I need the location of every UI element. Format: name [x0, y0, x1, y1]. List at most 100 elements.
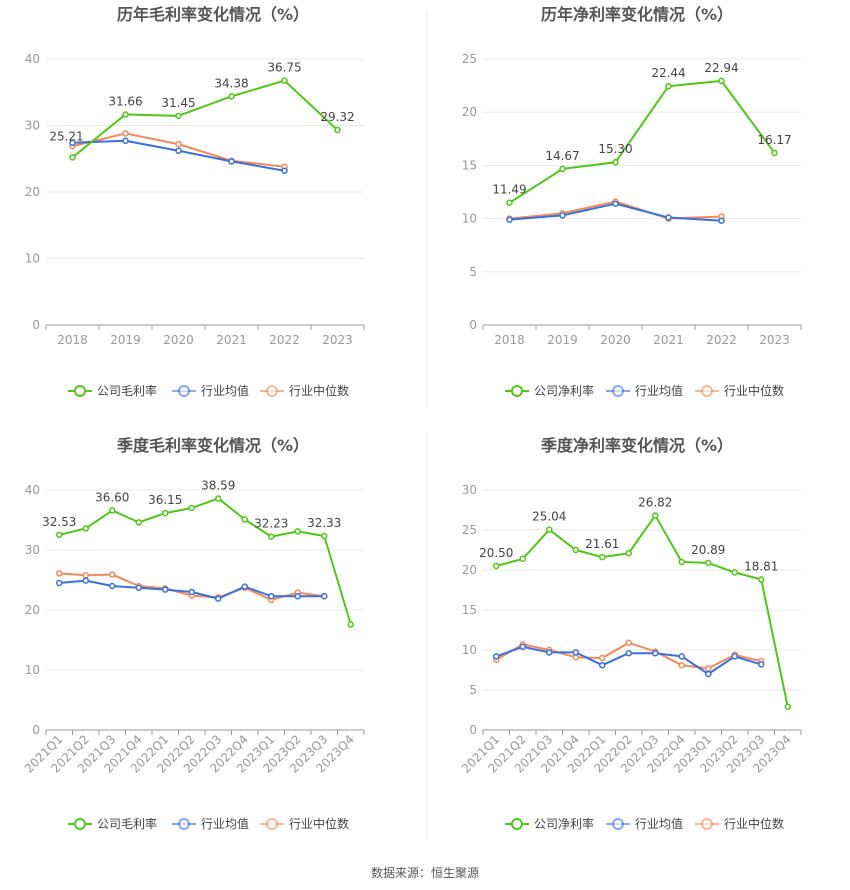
data-point-average [493, 653, 500, 660]
x-tick-label: 2018 [57, 333, 88, 347]
data-point-company [215, 495, 222, 502]
data-point-company [612, 158, 619, 166]
x-tick-label: 2019 [110, 333, 141, 347]
y-tick-label: 0 [469, 318, 477, 332]
data-label: 16.17 [757, 133, 791, 147]
y-tick-label: 0 [32, 318, 40, 332]
data-point-average [175, 147, 182, 155]
y-tick-label: 20 [462, 563, 477, 577]
data-point-company [294, 528, 301, 535]
y-tick-label: 30 [462, 483, 477, 497]
data-point-average [758, 661, 765, 668]
data-point-average [718, 217, 725, 224]
data-point-company [228, 93, 235, 100]
data-point-average [162, 586, 169, 593]
legend-item-company: 公司毛利率 [68, 383, 157, 398]
legend-item-average: 行业均值 [172, 816, 249, 831]
legend-item-median: 行业中位数 [260, 383, 349, 398]
x-tick-label: 2023 [322, 333, 353, 347]
x-tick-label: 2022 [269, 333, 300, 347]
y-tick-label: 40 [25, 483, 40, 497]
y-tick-label: 10 [462, 212, 477, 226]
data-point-average [506, 216, 513, 223]
data-label: 32.23 [254, 517, 288, 531]
y-tick-label: 20 [25, 185, 40, 199]
x-tick-label: 2021 [216, 333, 247, 347]
y-tick-label: 40 [25, 52, 40, 66]
data-point-average [294, 592, 301, 600]
data-label: 32.33 [307, 516, 341, 530]
series-line-company [495, 514, 789, 708]
data-point-company [69, 154, 76, 161]
legend-swatch-marker [74, 818, 86, 830]
data-point-company [665, 82, 672, 90]
legend-item-company: 公司净利率 [505, 383, 594, 398]
data-point-average [731, 653, 738, 660]
y-tick-label: 15 [462, 158, 477, 172]
data-point-company [56, 531, 63, 539]
data-point-average [241, 583, 248, 590]
legend-swatch-marker [511, 818, 523, 830]
data-source-note: 数据来源：恒生聚源 [0, 864, 850, 881]
data-point-company [188, 504, 195, 512]
data-point-company [268, 533, 275, 540]
data-point-company [493, 562, 500, 570]
x-tick-label: 2021 [653, 333, 684, 347]
legend-swatch-marker [612, 385, 624, 397]
series-line-company [59, 497, 352, 625]
y-tick-label: 10 [25, 663, 40, 677]
chart-title: 季度毛利率变化情况（%） [116, 436, 309, 455]
data-point-average [625, 649, 632, 657]
data-point-company [109, 507, 116, 514]
legend-item-company: 公司毛利率 [68, 816, 157, 831]
data-point-average [82, 577, 89, 584]
data-label: 25.21 [49, 129, 83, 143]
data-point-company [771, 149, 778, 157]
y-tick-label: 10 [25, 252, 40, 266]
legend-label: 行业中位数 [289, 383, 349, 398]
data-point-company [559, 165, 566, 173]
data-point-company [599, 553, 606, 561]
data-point-company [731, 569, 738, 576]
y-tick-label: 0 [32, 723, 40, 737]
data-point-company [519, 555, 526, 563]
data-point-company [506, 199, 513, 206]
data-point-company [625, 549, 632, 557]
legend-item-median: 行业中位数 [260, 816, 349, 831]
panel-annual-gross-margin: 历年毛利率变化情况（%） 0 10 20 30 40 2018 2019 2020 2021 202… [25, 5, 365, 398]
data-point-company [705, 559, 712, 567]
data-label: 20.50 [479, 546, 513, 560]
data-point-median [56, 570, 63, 577]
data-source-value: 恒生聚源 [431, 866, 480, 880]
data-source-label: 数据来源： [370, 866, 431, 880]
series-line-company [508, 79, 776, 204]
chart-title: 历年净利率变化情况（%） [541, 5, 733, 24]
data-point-average [321, 592, 328, 600]
data-point-median [82, 571, 89, 579]
y-tick-label: 5 [469, 683, 477, 697]
data-point-company [678, 558, 685, 566]
data-point-average [705, 670, 712, 678]
data-point-average [572, 649, 579, 656]
y-tick-label: 25 [462, 523, 477, 537]
legend-swatch-marker [178, 818, 190, 830]
legend-swatch-marker [612, 818, 624, 830]
legend-swatch-marker [701, 385, 713, 397]
data-label: 18.81 [744, 560, 778, 574]
data-label: 34.38 [214, 76, 248, 90]
legend-item-company: 公司净利率 [505, 816, 594, 831]
data-label: 26.82 [638, 495, 672, 509]
data-point-company [758, 576, 765, 583]
x-tick-label: 2019 [547, 333, 578, 347]
data-label: 11.49 [492, 183, 526, 197]
data-point-company [321, 532, 328, 540]
data-point-median [705, 665, 712, 672]
data-point-average [665, 214, 672, 221]
legend-label: 行业均值 [635, 816, 683, 831]
data-label: 20.89 [691, 543, 725, 557]
data-label: 22.44 [651, 66, 685, 80]
y-tick-label: 15 [462, 603, 477, 617]
data-point-company [347, 621, 354, 628]
legend-label: 公司净利率 [534, 816, 594, 831]
legend-swatch-marker [178, 385, 190, 397]
